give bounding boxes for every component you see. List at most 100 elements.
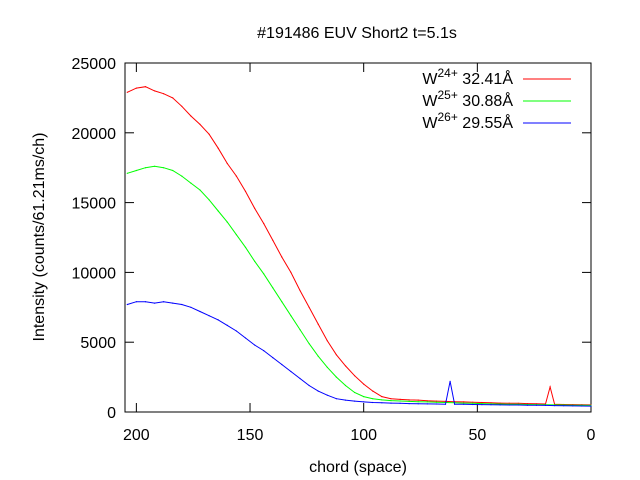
x-tick-label: 0 (587, 427, 596, 444)
data-point (354, 400, 356, 402)
data-point (281, 256, 283, 258)
data-point (435, 400, 437, 402)
data-point (208, 315, 210, 317)
data-point (344, 384, 347, 387)
data-point (299, 377, 301, 380)
data-point (399, 400, 401, 402)
data-point (299, 329, 301, 331)
data-point (272, 357, 274, 359)
data-point (181, 105, 183, 107)
data-point (299, 289, 301, 292)
data-point (290, 271, 292, 273)
data-point (435, 403, 437, 405)
data-point (444, 403, 447, 405)
data-point (144, 301, 147, 303)
data-point (517, 404, 519, 406)
data-point (381, 402, 383, 404)
data-point (290, 370, 292, 373)
data-point (390, 402, 392, 404)
legend-label: W25+ 30.88Å (422, 88, 513, 110)
data-point (499, 402, 501, 404)
data-point (290, 315, 292, 317)
data-point (490, 402, 492, 404)
y-axis-label: Intensity (counts/61.21ms/ch) (31, 133, 48, 342)
data-point (526, 403, 529, 405)
data-point (549, 386, 551, 388)
data-point (226, 162, 228, 165)
data-point (508, 402, 510, 404)
data-point (463, 403, 465, 405)
data-point (435, 401, 437, 403)
data-point (544, 404, 547, 406)
y-tick-label: 5000 (80, 335, 116, 352)
data-point (217, 147, 219, 149)
data-point (472, 402, 474, 404)
data-point (263, 350, 265, 352)
data-point (381, 396, 383, 398)
y-tick-label: 10000 (72, 265, 117, 282)
data-point (472, 403, 474, 406)
legend-label: W26+ 29.55Å (422, 110, 513, 132)
data-point (208, 199, 210, 201)
data-point (399, 402, 401, 404)
data-point (463, 401, 465, 403)
x-tick-label: 150 (237, 427, 264, 444)
data-point (254, 344, 256, 346)
data-point (449, 380, 451, 382)
data-point (126, 172, 128, 174)
data-point (381, 399, 383, 401)
y-tick-label: 20000 (72, 126, 117, 143)
data-point (372, 398, 374, 400)
data-point (590, 405, 592, 407)
data-point (308, 306, 310, 308)
data-point (399, 398, 401, 400)
data-point (181, 303, 183, 306)
x-tick-label: 200 (123, 427, 150, 444)
data-point (244, 190, 247, 192)
data-point (481, 401, 483, 404)
data-point (317, 355, 319, 357)
data-point (363, 383, 365, 385)
data-point (154, 302, 156, 304)
data-point (344, 399, 347, 401)
data-point (126, 303, 128, 306)
data-point (208, 133, 210, 135)
data-point (372, 401, 374, 404)
data-point (235, 330, 237, 332)
data-point (426, 400, 428, 402)
data-point (572, 405, 574, 407)
data-point (490, 404, 492, 406)
y-tick-label: 25000 (72, 56, 117, 73)
data-point (517, 402, 519, 404)
data-point (263, 273, 265, 275)
data-point (481, 404, 483, 406)
data-point (235, 234, 237, 236)
data-point (126, 91, 128, 93)
data-point (244, 337, 247, 339)
data-point (426, 401, 428, 403)
data-point (281, 363, 283, 366)
data-point (363, 401, 365, 403)
data-point (235, 175, 237, 177)
data-point (554, 405, 556, 407)
data-point (154, 90, 156, 92)
data-point (417, 401, 419, 403)
data-point (454, 403, 456, 405)
data-point (463, 402, 465, 404)
data-point (190, 306, 192, 308)
data-point (272, 287, 274, 289)
data-point (135, 169, 137, 172)
data-point (408, 400, 410, 402)
data-point (172, 97, 174, 99)
data-point (308, 384, 310, 387)
y-tick-label: 15000 (72, 196, 117, 213)
data-point (226, 221, 228, 223)
data-point (335, 354, 337, 356)
data-point (326, 366, 328, 368)
series-line-2 (127, 165, 592, 406)
data-point (390, 398, 392, 400)
data-point (526, 404, 529, 406)
